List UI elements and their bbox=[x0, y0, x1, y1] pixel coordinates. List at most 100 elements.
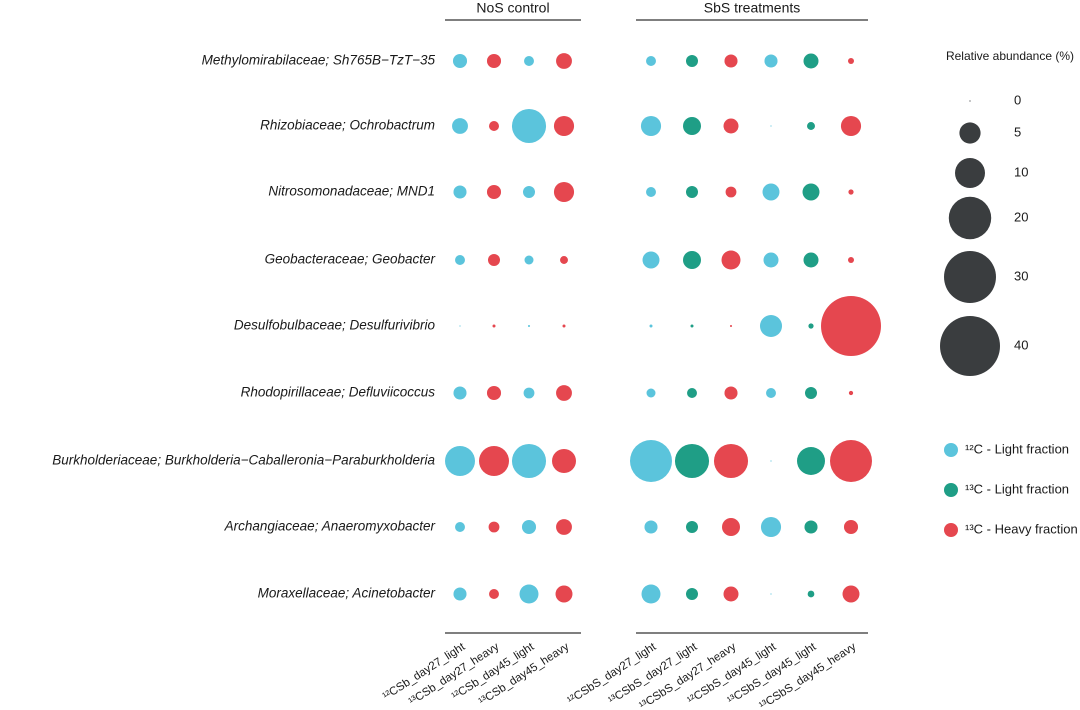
bubble bbox=[511, 108, 547, 144]
size-legend-circle bbox=[940, 316, 1000, 376]
bubble bbox=[764, 54, 778, 68]
bubble bbox=[552, 449, 576, 473]
bubble bbox=[725, 186, 737, 198]
bubble bbox=[802, 183, 820, 201]
size-legend-label: 40 bbox=[1014, 337, 1028, 352]
bubble bbox=[803, 53, 819, 69]
size-legend-label: 30 bbox=[1014, 268, 1028, 283]
bubble bbox=[524, 56, 534, 66]
bubble bbox=[713, 443, 749, 479]
bubble bbox=[674, 443, 710, 479]
size-legend-circle bbox=[969, 100, 971, 102]
bubble bbox=[723, 118, 739, 134]
bubble bbox=[683, 117, 701, 135]
bubble bbox=[766, 388, 776, 398]
size-legend-label: 10 bbox=[1014, 164, 1028, 179]
bubble bbox=[683, 251, 701, 269]
bubble bbox=[686, 186, 698, 198]
bubble bbox=[521, 519, 537, 535]
bubble bbox=[646, 187, 656, 197]
size-legend-circle bbox=[948, 196, 992, 240]
size-legend-title: Relative abundance (%) bbox=[946, 49, 1074, 63]
bubble bbox=[455, 522, 465, 532]
row-label: Moraxellaceae; Acinetobacter bbox=[258, 586, 436, 601]
bubble bbox=[459, 325, 461, 327]
bubble bbox=[523, 387, 535, 399]
size-legend-label: 0 bbox=[1014, 92, 1021, 107]
bubble bbox=[724, 386, 738, 400]
size-legend-circle bbox=[955, 158, 985, 188]
row-label: Desulfobulbaceae; Desulfurivibrio bbox=[234, 318, 436, 333]
bubble bbox=[562, 324, 566, 328]
bubble bbox=[803, 252, 819, 268]
bubble bbox=[488, 254, 500, 266]
bubble bbox=[644, 520, 658, 534]
bubble bbox=[759, 314, 783, 338]
bubble bbox=[556, 385, 572, 401]
row-label: Nitrosomonadaceae; MND1 bbox=[268, 184, 435, 199]
bubble bbox=[821, 296, 881, 356]
bubble bbox=[553, 115, 575, 137]
row-label: Archangiaceae; Anaeromyxobacter bbox=[224, 519, 436, 534]
bubble bbox=[453, 386, 467, 400]
bubble bbox=[455, 255, 465, 265]
bubble bbox=[723, 586, 739, 602]
bubble bbox=[848, 58, 854, 64]
size-legend-circle bbox=[959, 122, 981, 144]
bubble bbox=[488, 521, 500, 533]
bubble bbox=[807, 122, 815, 130]
bubble bbox=[556, 53, 572, 69]
bubble bbox=[452, 118, 468, 134]
bubble bbox=[527, 324, 531, 328]
size-legend-label: 20 bbox=[1014, 209, 1028, 224]
bubble bbox=[848, 189, 854, 195]
bubble bbox=[479, 446, 509, 476]
bubble bbox=[553, 181, 575, 203]
bubble bbox=[630, 440, 672, 482]
size-legend-label: 5 bbox=[1014, 124, 1021, 139]
bubble bbox=[762, 183, 780, 201]
bubble bbox=[646, 388, 656, 398]
bubble bbox=[848, 257, 854, 263]
bubble bbox=[690, 324, 694, 328]
bubble bbox=[848, 390, 854, 396]
bubble bbox=[489, 121, 499, 131]
bubble bbox=[642, 251, 660, 269]
group-label: SbS treatments bbox=[704, 0, 801, 16]
bubble bbox=[453, 185, 467, 199]
bubble bbox=[560, 256, 568, 264]
row-label: Geobacteraceae; Geobacter bbox=[265, 252, 436, 267]
bubble bbox=[452, 53, 468, 69]
bubble bbox=[649, 324, 653, 328]
bubble bbox=[842, 585, 860, 603]
bubble bbox=[687, 388, 697, 398]
bubble bbox=[555, 585, 573, 603]
bubble bbox=[646, 56, 656, 66]
legend-label: ¹³C - Heavy fraction bbox=[965, 521, 1078, 536]
bubble bbox=[830, 440, 872, 482]
bubble bbox=[805, 387, 817, 399]
bubble bbox=[686, 521, 698, 533]
bubble bbox=[523, 186, 535, 198]
bubble bbox=[519, 584, 539, 604]
bubble bbox=[721, 250, 741, 270]
bubble bbox=[770, 460, 772, 462]
bubble bbox=[453, 587, 467, 601]
bubble bbox=[804, 520, 818, 534]
bubble bbox=[489, 589, 499, 599]
bubble bbox=[445, 446, 475, 476]
size-legend-circle bbox=[944, 251, 996, 303]
bubble bbox=[641, 584, 661, 604]
bubble bbox=[524, 255, 534, 265]
legend-swatch bbox=[944, 443, 958, 457]
bubble bbox=[760, 516, 782, 538]
row-label: Burkholderiaceae; Burkholderia−Caballero… bbox=[52, 453, 435, 468]
bubble bbox=[640, 115, 662, 137]
bubble bbox=[770, 593, 772, 595]
row-label: Methylomirabilaceae; Sh765B−TzT−35 bbox=[202, 53, 436, 68]
bubble bbox=[686, 588, 698, 600]
bubble bbox=[763, 252, 779, 268]
bubble bbox=[808, 323, 814, 329]
bubble bbox=[797, 447, 825, 475]
